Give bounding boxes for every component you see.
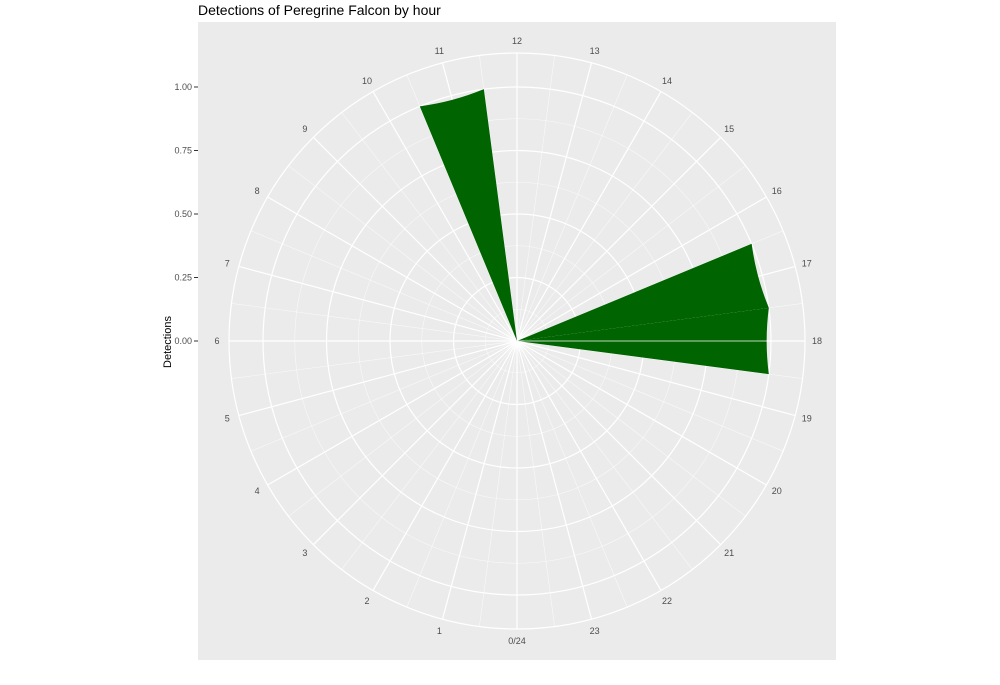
major-grid-spoke <box>516 196 767 342</box>
minor-grid-spoke <box>516 112 693 342</box>
hour-label: 20 <box>772 486 782 496</box>
hour-label: 1 <box>437 626 442 636</box>
major-grid-spoke <box>516 340 796 417</box>
hour-label: 17 <box>802 258 812 268</box>
minor-grid-spoke <box>250 340 518 452</box>
hour-label: 13 <box>590 46 600 56</box>
minor-grid-spoke <box>341 112 518 342</box>
minor-grid-spoke <box>288 165 518 342</box>
y-tick-label: 0.25 <box>174 273 192 283</box>
minor-grid-spoke <box>231 340 518 379</box>
hour-labels: 0/24123456789101112131415161718192021222… <box>214 36 822 646</box>
major-grid-spoke <box>372 91 518 342</box>
y-axis: 0.00 0.25 0.50 0.75 1.00 <box>174 82 198 346</box>
minor-grid-spoke <box>250 230 518 342</box>
hour-label: 14 <box>662 76 672 86</box>
major-grid-spoke <box>238 340 518 417</box>
major-grid-spoke <box>238 265 518 342</box>
hour-label: 5 <box>225 414 230 424</box>
major-grid-spoke <box>267 196 518 342</box>
grid-layer <box>228 52 806 630</box>
minor-grid-spoke <box>406 340 518 608</box>
major-grid-spoke <box>516 340 593 620</box>
minor-grid-spoke <box>516 340 746 517</box>
major-grid-spoke <box>372 340 518 591</box>
bar-hour-17 <box>517 243 769 341</box>
hour-label: 7 <box>225 258 230 268</box>
hour-label: 19 <box>802 414 812 424</box>
minor-grid-spoke <box>288 340 518 517</box>
hour-label: 12 <box>512 36 522 46</box>
hour-label: 16 <box>772 186 782 196</box>
minor-grid-spoke <box>516 340 784 452</box>
minor-grid-spoke <box>231 303 518 342</box>
hour-label: 9 <box>302 124 307 134</box>
bar-hour-11 <box>419 89 517 341</box>
hour-label: 2 <box>364 596 369 606</box>
major-grid-spoke <box>312 136 518 342</box>
minor-grid-spoke <box>516 340 555 627</box>
hour-label: 4 <box>255 486 260 496</box>
hour-label: 11 <box>435 46 444 56</box>
major-grid-spoke <box>516 136 722 342</box>
y-tick-label: 0.50 <box>174 209 192 219</box>
minor-grid-spoke <box>516 340 693 570</box>
major-grid-spoke <box>516 340 767 486</box>
minor-grid-spoke <box>516 55 555 342</box>
minor-grid-spoke <box>516 340 628 608</box>
hour-label: 21 <box>724 548 734 558</box>
major-grid-spoke <box>516 340 662 591</box>
major-grid-spoke <box>516 340 722 546</box>
hour-label: 15 <box>724 124 734 134</box>
major-grid-spoke <box>312 340 518 546</box>
hour-label: 22 <box>662 596 672 606</box>
minor-grid-spoke <box>479 340 518 627</box>
minor-grid-spoke <box>516 74 628 342</box>
major-grid-spoke <box>516 62 593 342</box>
chart-title: Detections of Peregrine Falcon by hour <box>198 2 441 18</box>
hour-label: 8 <box>255 186 260 196</box>
y-tick-label: 0.75 <box>174 146 192 156</box>
major-grid-spoke <box>267 340 518 486</box>
hour-label: 0/24 <box>508 636 526 646</box>
hour-label: 18 <box>812 336 822 346</box>
bar-layer <box>419 89 771 375</box>
hour-label: 10 <box>362 76 372 86</box>
hour-label: 6 <box>214 336 219 346</box>
minor-grid-spoke <box>516 165 746 342</box>
major-grid-spoke <box>441 340 518 620</box>
y-tick-label: 1.00 <box>174 82 192 92</box>
minor-grid-spoke <box>341 340 518 570</box>
hour-label: 3 <box>302 548 307 558</box>
y-tick-label: 0.00 <box>174 336 192 346</box>
major-grid-spoke <box>516 91 662 342</box>
hour-label: 23 <box>590 626 600 636</box>
